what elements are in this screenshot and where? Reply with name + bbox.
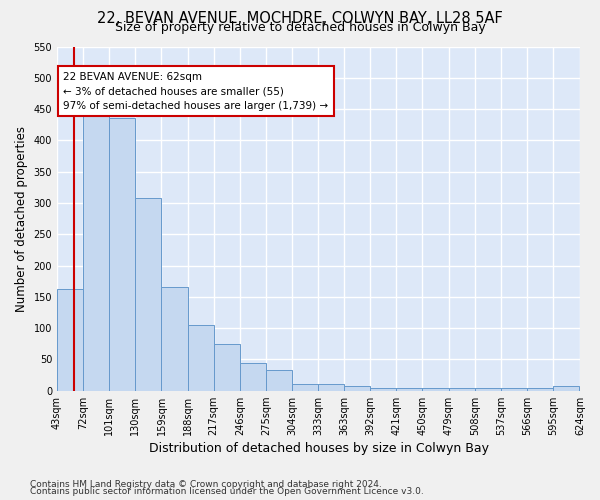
Bar xyxy=(266,370,292,390)
Bar xyxy=(501,388,527,390)
Text: 22, BEVAN AVENUE, MOCHDRE, COLWYN BAY, LL28 5AF: 22, BEVAN AVENUE, MOCHDRE, COLWYN BAY, L… xyxy=(97,11,503,26)
Bar xyxy=(161,288,188,391)
X-axis label: Distribution of detached houses by size in Colwyn Bay: Distribution of detached houses by size … xyxy=(149,442,488,455)
Y-axis label: Number of detached properties: Number of detached properties xyxy=(15,126,28,312)
Bar xyxy=(344,386,370,390)
Bar xyxy=(57,288,83,390)
Bar xyxy=(188,325,214,390)
Bar xyxy=(449,388,475,390)
Bar xyxy=(475,388,501,390)
Bar xyxy=(83,109,109,390)
Text: Contains public sector information licensed under the Open Government Licence v3: Contains public sector information licen… xyxy=(30,487,424,496)
Text: Contains HM Land Registry data © Crown copyright and database right 2024.: Contains HM Land Registry data © Crown c… xyxy=(30,480,382,489)
Text: 22 BEVAN AVENUE: 62sqm
← 3% of detached houses are smaller (55)
97% of semi-deta: 22 BEVAN AVENUE: 62sqm ← 3% of detached … xyxy=(64,72,328,111)
Bar xyxy=(553,386,579,390)
Bar xyxy=(214,344,240,391)
Bar xyxy=(318,384,344,390)
Bar xyxy=(292,384,318,390)
Bar xyxy=(240,362,266,390)
Bar xyxy=(422,388,449,390)
Bar xyxy=(370,388,397,390)
Bar xyxy=(109,118,136,390)
Bar xyxy=(136,198,161,390)
Text: Size of property relative to detached houses in Colwyn Bay: Size of property relative to detached ho… xyxy=(115,22,485,35)
Bar xyxy=(397,388,422,390)
Bar xyxy=(527,388,553,390)
